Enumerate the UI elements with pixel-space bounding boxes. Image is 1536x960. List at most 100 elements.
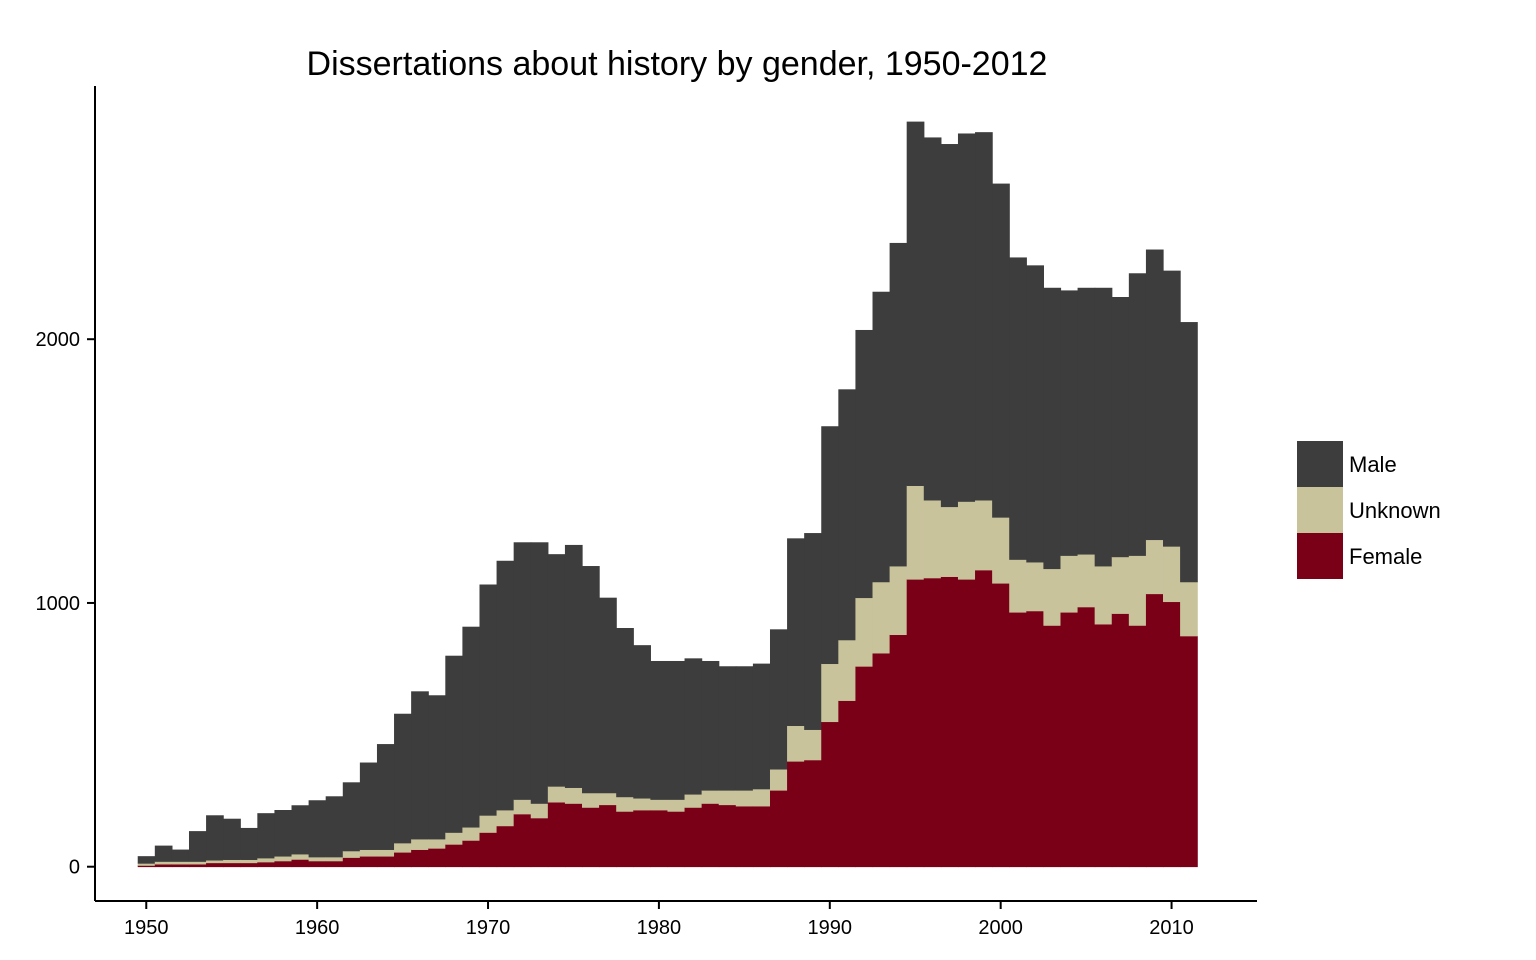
bar-male-1961 <box>325 796 344 858</box>
bar-unknown-2001 <box>1009 559 1027 613</box>
bar-unknown-2010 <box>1163 546 1181 603</box>
bar-female-1954 <box>206 862 224 868</box>
bar-unknown-1960 <box>308 856 327 862</box>
bar-male-1957 <box>257 813 276 859</box>
bar-male-1973 <box>530 542 549 804</box>
legend-label-female: Female <box>1349 544 1422 569</box>
bar-unknown-2005 <box>1077 554 1096 608</box>
bar-male-1994 <box>889 242 908 567</box>
bar-female-1995 <box>906 579 925 868</box>
bar-female-1976 <box>582 807 600 868</box>
legend-swatch-female <box>1297 533 1343 579</box>
bar-female-1992 <box>855 666 874 868</box>
x-tick-label-2000: 2000 <box>978 917 1023 939</box>
bar-male-2005 <box>1077 287 1096 555</box>
bar-male-1964 <box>376 744 395 850</box>
bar-male-1966 <box>411 691 429 840</box>
bar-unknown-1971 <box>496 810 515 827</box>
bar-unknown-2009 <box>1145 539 1164 595</box>
bar-male-1999 <box>975 132 993 501</box>
bar-unknown-2008 <box>1128 555 1147 626</box>
bar-unknown-1976 <box>582 792 600 808</box>
bar-female-1974 <box>547 802 566 868</box>
bar-unknown-1977 <box>599 792 617 806</box>
bar-unknown-2003 <box>1043 568 1062 626</box>
bar-unknown-1973 <box>530 803 549 819</box>
bar-unknown-1987 <box>769 769 788 791</box>
bar-male-1988 <box>787 538 805 727</box>
bar-unknown-1998 <box>957 501 976 580</box>
bar-unknown-1962 <box>342 850 361 858</box>
bar-female-1989 <box>804 759 822 868</box>
bar-male-1970 <box>479 584 498 816</box>
bar-male-1979 <box>633 645 651 799</box>
bar-male-1968 <box>445 655 463 833</box>
bar-unknown-2000 <box>992 517 1010 584</box>
y-axis-ticks: 0 1000 2000 <box>36 329 95 879</box>
bar-male-1996 <box>923 137 942 501</box>
x-tick-label-1970: 1970 <box>466 917 511 939</box>
bar-female-2001 <box>1009 612 1027 868</box>
bar-female-1956 <box>240 862 258 868</box>
bar-male-2002 <box>1026 265 1044 563</box>
bar-male-2008 <box>1128 273 1147 556</box>
x-tick-label-1960: 1960 <box>295 917 340 939</box>
bar-unknown-1954 <box>206 860 224 864</box>
bar-male-1959 <box>291 805 310 855</box>
bar-unknown-1991 <box>838 639 857 701</box>
bar-female-1952 <box>171 864 190 868</box>
bar-male-2011 <box>1180 322 1198 583</box>
bar-male-1975 <box>564 544 583 788</box>
bar-male-1976 <box>582 566 600 794</box>
bar-female-2004 <box>1060 612 1079 868</box>
bar-female-1999 <box>975 569 993 868</box>
bar-female-1971 <box>496 825 515 868</box>
bar-unknown-1983 <box>701 790 720 804</box>
bar-unknown-1957 <box>257 858 276 863</box>
bar-female-1959 <box>291 859 310 868</box>
bar-female-1987 <box>769 790 788 868</box>
bar-male-1954 <box>206 815 224 861</box>
bar-female-1953 <box>188 864 207 868</box>
bar-unknown-2007 <box>1111 556 1130 614</box>
bar-male-1962 <box>342 782 361 852</box>
bar-unknown-1989 <box>804 729 822 761</box>
bar-unknown-1964 <box>376 849 395 857</box>
bar-female-1950 <box>137 865 156 868</box>
bar-female-1955 <box>223 862 241 868</box>
bar-female-1965 <box>394 852 412 868</box>
x-tick-label-2010: 2010 <box>1149 917 1194 939</box>
legend: Male Unknown Female <box>1297 441 1441 579</box>
bar-female-2010 <box>1163 601 1181 868</box>
bar-female-2002 <box>1026 610 1044 868</box>
bar-unknown-1951 <box>154 861 173 865</box>
chart-title: Dissertations about history by gender, 1… <box>307 45 1048 83</box>
bar-male-1971 <box>496 560 515 811</box>
bar-unknown-1980 <box>650 799 669 811</box>
bar-unknown-1990 <box>821 663 839 723</box>
bar-male-2010 <box>1163 270 1181 547</box>
bar-female-1967 <box>428 848 446 868</box>
bar-male-1989 <box>804 533 822 730</box>
bar-unknown-2004 <box>1060 555 1079 613</box>
x-tick-label-1950: 1950 <box>124 917 169 939</box>
bar-unknown-1961 <box>325 856 344 862</box>
bar-male-2000 <box>992 183 1010 518</box>
bar-unknown-1950 <box>137 863 156 866</box>
bar-male-1997 <box>940 144 959 508</box>
stacked-bars <box>137 121 1198 868</box>
bar-male-1950 <box>137 856 156 864</box>
bar-female-1994 <box>889 634 908 868</box>
bar-male-1984 <box>718 666 737 791</box>
bar-unknown-1979 <box>633 798 651 811</box>
bar-unknown-1974 <box>547 786 566 803</box>
bar-female-2011 <box>1180 635 1198 868</box>
bar-unknown-1967 <box>428 839 446 849</box>
bar-female-2000 <box>992 583 1010 868</box>
bar-female-1970 <box>479 832 498 868</box>
bar-male-2007 <box>1111 297 1130 558</box>
bar-male-1991 <box>838 389 857 641</box>
bar-male-1983 <box>701 660 720 791</box>
bar-female-1977 <box>599 804 617 868</box>
